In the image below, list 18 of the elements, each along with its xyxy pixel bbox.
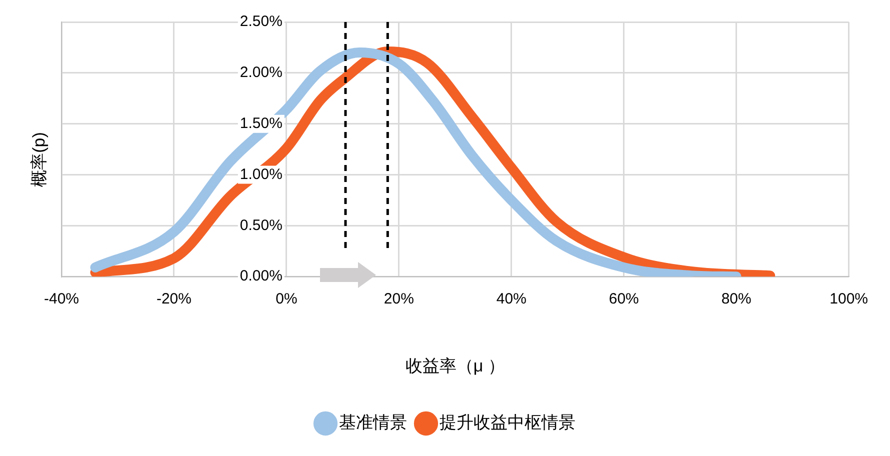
y-tick-label: 2.00% — [240, 64, 282, 82]
x-tick-label: 80% — [721, 290, 752, 308]
x-tick-label: 0% — [276, 290, 298, 308]
y-axis-title: 概率(p) — [28, 131, 50, 189]
x-tick-label: 100% — [830, 290, 868, 308]
y-tick-label: 1.50% — [240, 114, 282, 132]
x-tick-label: 20% — [384, 290, 414, 308]
y-tick-label: 0.00% — [240, 268, 282, 285]
legend-label: 基准情景 — [339, 413, 407, 432]
y-tick-label: 2.50% — [240, 13, 282, 30]
x-tick-label: 60% — [608, 290, 639, 308]
x-tick-label: -20% — [156, 290, 192, 308]
x-tick-label: -40% — [44, 290, 80, 308]
y-tick-label: 1.00% — [240, 166, 282, 183]
x-axis-title: 收益率（μ ） — [405, 356, 505, 376]
y-tick-label: 0.50% — [240, 216, 282, 234]
legend-label: 提升收益中枢情景 — [440, 413, 576, 432]
x-tick-label: 40% — [496, 290, 526, 308]
